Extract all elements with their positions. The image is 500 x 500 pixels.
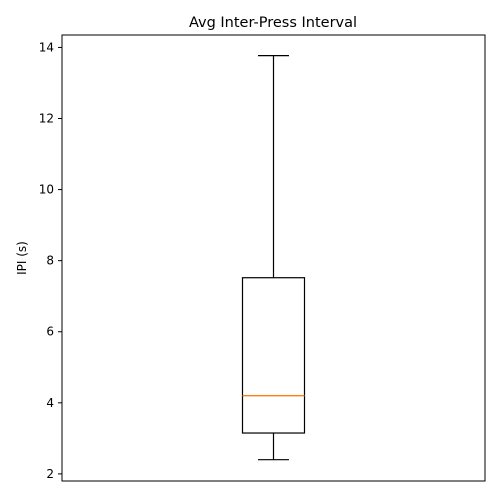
box-series (241, 55, 306, 461)
y-axis-label: IPI (s) (15, 241, 29, 275)
y-tick-label: 12 (39, 112, 54, 126)
y-tick-label: 10 (39, 183, 54, 197)
y-tick-label: 8 (46, 254, 54, 268)
y-axis-ticks: 2 4 6 8 10 12 14 (39, 40, 62, 481)
y-tick-label: 6 (46, 325, 54, 339)
chart-title: Avg Inter-Press Interval (189, 15, 357, 31)
y-tick-label: 2 (46, 467, 54, 481)
y-tick-label: 14 (39, 40, 54, 54)
y-tick-label: 4 (46, 396, 54, 410)
iqr-box (241, 277, 306, 434)
plot-area-frame (61, 34, 486, 482)
